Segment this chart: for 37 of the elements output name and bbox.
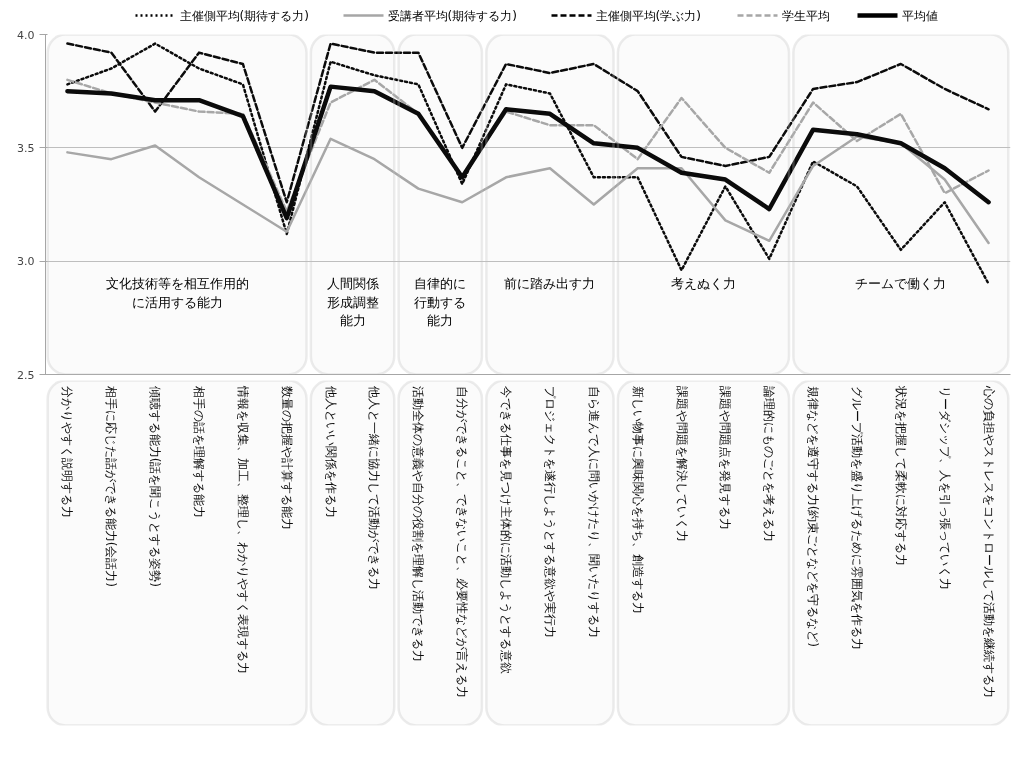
x-tick-label: 状況を把握して柔軟に対応する力 [893,384,908,566]
legend-label: 主催側平均(学ぶ力) [595,8,701,23]
legend-label: 平均値 [901,8,938,23]
x-tick-label: 他人といい関係を作る力 [323,385,338,518]
band-label: 人間関係形成調整能力 [326,275,379,329]
band-label: 文化技術等を相互作用的に活用する能力 [105,275,249,310]
y-tick-label: 4.0 [17,28,35,42]
legend-label: 主催側平均(期待する力) [179,8,309,23]
legend-label: 学生平均 [781,8,830,23]
x-tick-label: 数量の把握や計算する能力 [279,385,294,530]
x-tick-label: プロジェクトを遂行しようとする意欲や実行力 [542,385,557,638]
band-label: チームで働く力 [855,275,947,291]
y-tick-label: 3.5 [17,141,35,155]
x-tick-label: 課題や問題を解決していく力 [674,385,689,542]
legend-label: 受講者平均(期待する力) [387,8,517,23]
band-label: 前に踏み出す力 [504,275,596,291]
x-tick-label: 課題や問題点を発見する力 [718,385,733,530]
x-tick-label: 心の負担やストレスをコントロールして活動を継続する力 [981,384,996,698]
y-tick-label: 2.5 [17,368,35,382]
x-tick-label: 相手の話を理解する能力 [192,385,207,518]
x-tick-label: 活動全体の意義や自分の役割を理解し活動できる力 [411,385,426,662]
x-tick-label: 情報を収集、加工、整理し、わかりやすく表現する力 [235,384,250,674]
x-tick-label: 自分ができること、できないこと、必要性などが言える力 [455,385,470,698]
x-tick-label: 論理的にものごとを考える力 [762,385,777,542]
x-tick-label: 自ら進んで人に問いかけたり、聞いたりする力 [586,385,601,638]
x-tick-label: グループ活動を盛り上げるために雰囲気を作る力 [849,385,864,650]
x-tick-label: 今できる仕事を見つけ主体的に活動しようとする意欲 [499,385,514,674]
x-tick-label: 新しい物事に興味関心を持ち、創造する力 [630,385,645,614]
x-tick-label: リーダシップ、人を引っ張っていく力 [937,385,952,590]
y-tick-label: 3.0 [17,255,35,269]
x-tick-label: 傾聴する能力(話を聞こうとする姿勢) [148,385,163,588]
x-tick-label: 相手に応じた話ができる能力(会話力) [104,385,119,588]
x-tick-label: 規律などを遵守する力(約束ごとなどを守るなど) [806,385,821,648]
band-label: 自律的に行動する能力 [414,275,467,329]
x-tick-label: 他人と一緒に協力して活動ができる力 [367,385,382,590]
band-label: 考えぬく力 [670,275,736,291]
x-tick-label: 分かりやすく説明する力 [60,385,75,518]
